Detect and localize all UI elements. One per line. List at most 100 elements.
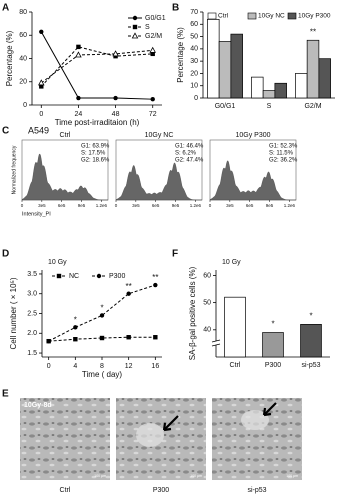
annotation: * [271,320,274,329]
y-tick-label: 1.5 [27,350,37,357]
panel-name: 10Gy P300 [235,132,270,139]
marker [113,95,118,101]
marker [39,29,44,34]
histogram-shape [21,153,109,201]
x-tick-label: 1.2e6 [190,203,202,208]
x-tick-label: 8 [100,363,104,370]
marker [99,335,105,341]
panel-letter: A [2,3,9,14]
legend-label: NC [69,273,79,280]
x-tick-label: 16 [151,363,159,370]
marker [126,291,131,296]
micrographs [20,398,302,480]
scale-label: 100 μm [286,474,298,478]
y-tick-label: 40 [190,46,198,53]
marker [73,337,78,342]
marker [75,51,82,58]
x-tick-label: 0 [115,203,118,208]
bar [274,82,287,99]
bar [306,39,320,99]
marker [112,50,119,57]
stat-label: S: 6.2% [175,151,197,157]
annotation: ** [310,27,316,36]
line [40,49,153,84]
x-tick-label: 9e5 [266,203,274,208]
cell-cluster [136,423,164,447]
x-tick-label: 1.2e6 [96,203,108,208]
y-tick-label: 2.5 [27,310,37,317]
marker [126,335,131,340]
arrow [162,415,179,432]
bar [300,324,322,358]
y-axis-label: SA-β-gal positive cells (%) [188,266,197,360]
x-tick-label: Ctrl [230,362,241,369]
axis-break-gap [212,341,220,345]
subtitle: 10 Gy [48,259,67,266]
x-axis-label: Time ( day) [82,370,122,379]
y-tick-label: 40 [19,55,27,62]
marker [39,84,44,89]
panel-name: Ctrl [60,132,71,139]
y-tick-label: 20 [190,70,198,77]
legend-label: G0/G1 [145,15,166,22]
bar [262,332,284,358]
y-axis-label: Normalized frequency [11,145,17,194]
marker [46,338,51,344]
panel-letter: F [172,249,178,260]
x-axis-label: Intensity_PI [22,211,51,217]
y-tick-label: 60 [203,272,211,279]
x-tick-label: si-p53 [301,362,320,369]
bar [230,33,243,99]
legend-swatch [287,12,297,20]
bar [207,19,220,99]
y-tick-label: 50 [203,299,211,306]
legend-label: S [145,24,150,31]
annotation: * [309,311,312,320]
x-tick-label: 4 [73,363,77,370]
annotation: * [100,304,103,313]
subtitle: 10 Gy [222,259,241,266]
x-tick-label: 3e5 [38,203,46,208]
stat-label: G2: 18.6% [81,158,110,164]
legend-label: Ctrl [218,13,229,20]
legend-label: G2/M [145,33,162,40]
legend-marker [56,273,62,279]
scale-label: 100 μm [94,474,106,478]
y-tick-label: 20 [19,79,27,86]
stat-label: G1: 52.3% [269,144,298,150]
x-tick-label: 3e5 [226,203,234,208]
x-tick-label: 24 [75,111,83,118]
legend-label: 10Gy NC [258,13,285,20]
y-tick-label: 60 [19,32,27,39]
legend-marker [131,32,139,39]
marker [76,44,81,50]
image-title: 10Gy-8d [24,402,52,409]
axis-break [211,343,221,347]
bar [224,296,246,358]
y-tick-label: 3.0 [27,291,37,298]
x-tick-label: 72 [149,111,157,118]
histogram-shape [209,160,297,201]
stat-label: S: 11.5% [269,151,294,157]
y-axis-label: Percentage (%) [5,30,14,86]
chart-title: A549 [28,125,49,135]
x-tick-label: 0 [47,363,51,370]
y-tick-label: 30 [190,58,198,65]
annotation: ** [152,273,158,282]
annotation: ** [126,282,132,291]
stat-label: G2: 36.2% [269,158,298,164]
y-tick-label: 10 [190,83,198,90]
x-tick-label: G0/G1 [215,103,236,110]
x-tick-label: 9e5 [172,203,180,208]
y-axis-label: Percentage (%) [176,27,185,83]
marker [76,95,81,101]
annotation: * [74,315,77,324]
histogram-shape [115,162,203,201]
x-tick-label: 12 [125,363,133,370]
x-tick-label: 48 [112,111,120,118]
image [20,398,110,480]
legend-marker [96,273,102,279]
marker [99,313,105,318]
marker [153,282,158,288]
line [48,284,156,342]
